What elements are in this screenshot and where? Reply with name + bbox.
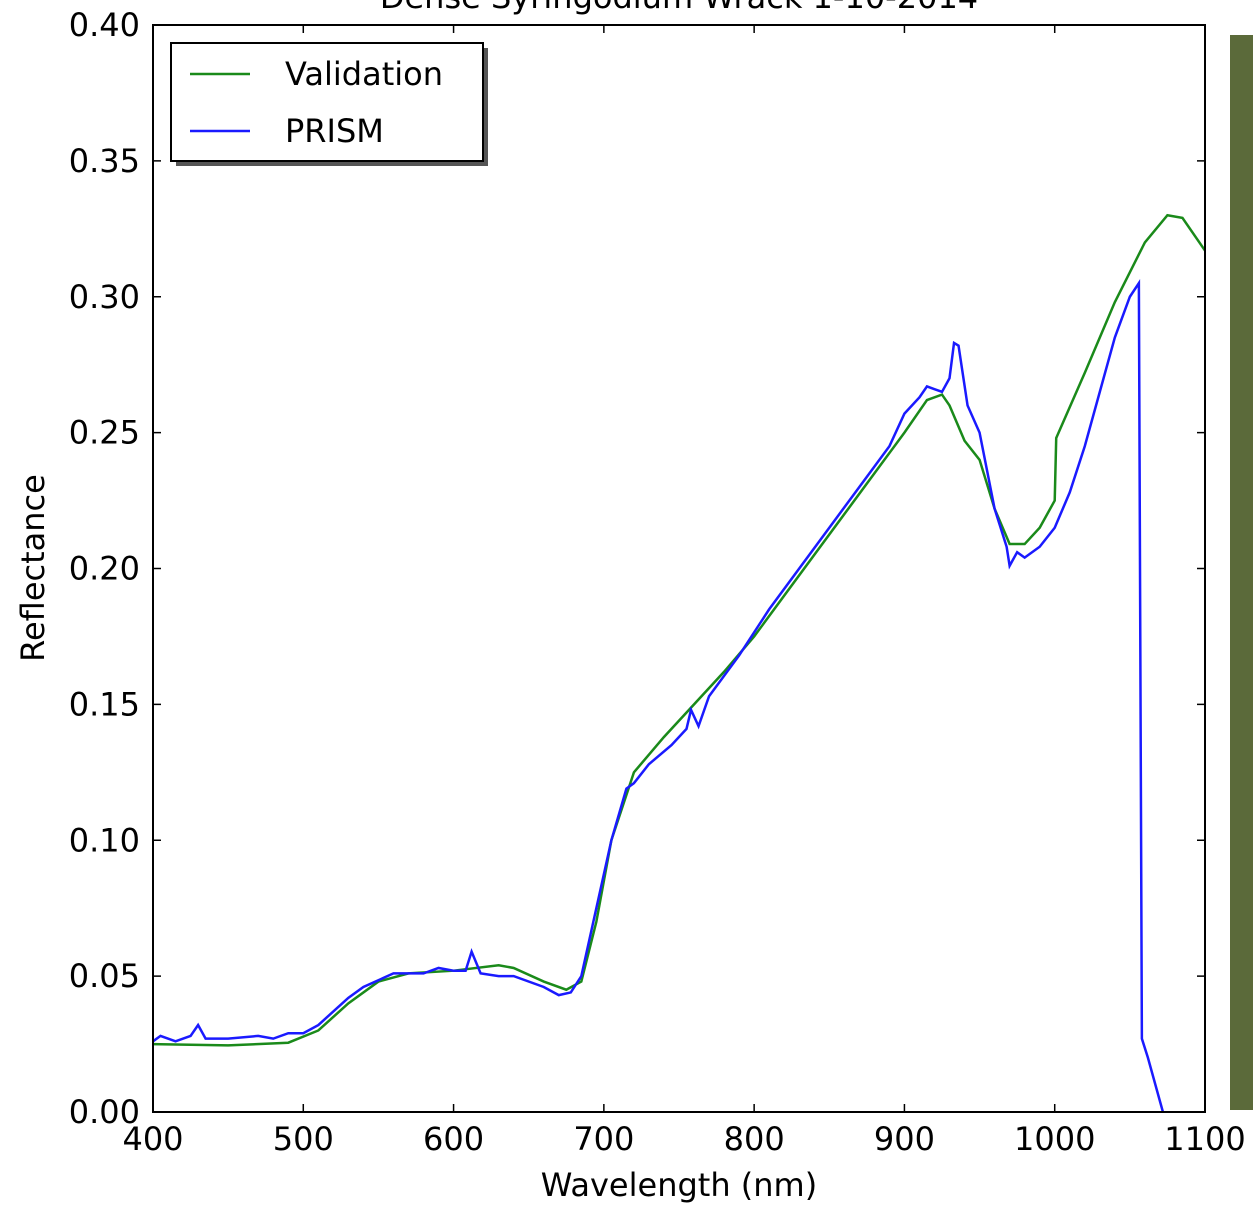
legend-box (170, 42, 484, 162)
x-axis-label: Wavelength (nm) (541, 1166, 817, 1204)
chart-title: Dense Syringodium Wrack 1-10-2014 (380, 0, 978, 16)
y-tick-label: 0.05 (69, 957, 140, 995)
y-tick-label: 0.10 (69, 821, 140, 859)
x-tick-label: 700 (573, 1120, 634, 1158)
y-tick-label: 0.00 (69, 1093, 140, 1131)
y-tick-label: 0.15 (69, 685, 140, 723)
x-tick-label: 400 (122, 1120, 183, 1158)
y-tick-label: 0.25 (69, 414, 140, 452)
x-tick-label: 500 (273, 1120, 334, 1158)
line-series (153, 279, 1165, 1112)
plot-frame (152, 24, 1206, 1113)
legend-label: PRISM (285, 112, 384, 150)
legend-label: Validation (285, 55, 443, 93)
x-tick-label: 900 (874, 1120, 935, 1158)
plot-area (153, 213, 1205, 1112)
x-tick-label: 1100 (1164, 1120, 1245, 1158)
y-tick-label: 0.30 (69, 278, 140, 316)
y-tick-label: 0.20 (69, 550, 140, 588)
x-tick-label: 1000 (1014, 1120, 1095, 1158)
photo-strip (1230, 35, 1253, 1110)
x-tick-label: 800 (724, 1120, 785, 1158)
line-series (153, 213, 1205, 1047)
y-tick-label: 0.40 (69, 6, 140, 44)
y-axis-label: Reflectance (14, 474, 52, 662)
y-tick-label: 0.35 (69, 142, 140, 180)
x-tick-label: 600 (423, 1120, 484, 1158)
